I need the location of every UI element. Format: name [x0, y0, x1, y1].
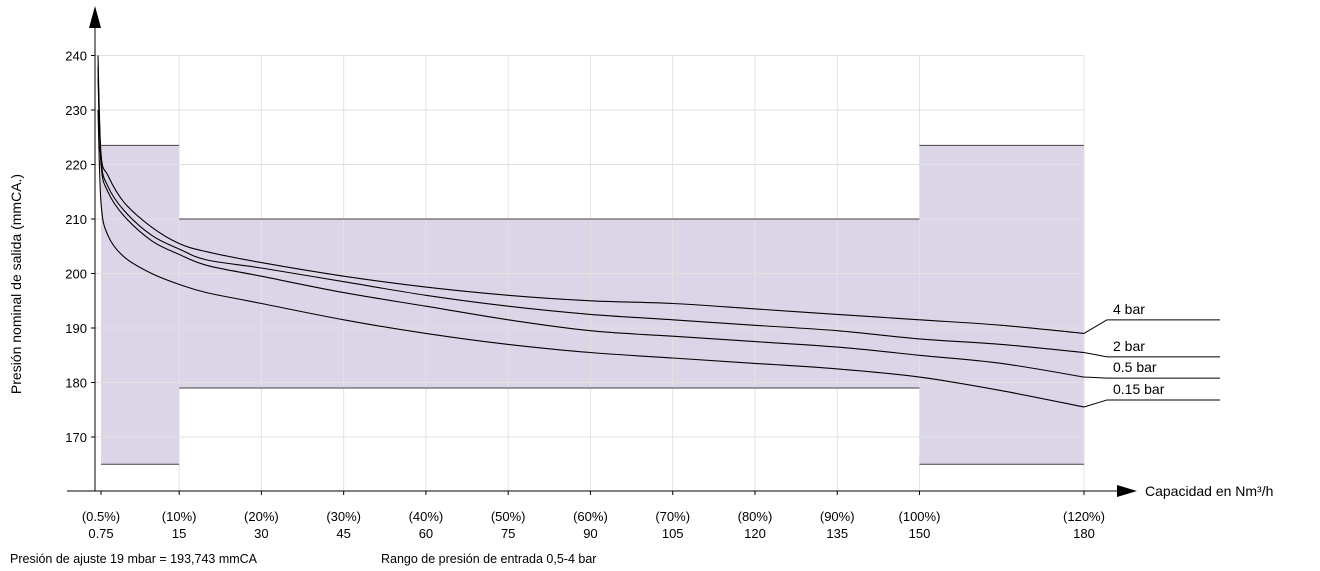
x-tick-percent-15: (10%)	[162, 509, 197, 524]
y-tick-label-200: 200	[65, 267, 87, 282]
series-labels: 4 bar 2 bar 0.5 bar 0.15 bar	[1083, 301, 1220, 408]
series-line-0-15-bar	[97, 109, 1085, 408]
tolerance-bands	[101, 145, 1084, 465]
x-tick-label-75: 75	[501, 526, 515, 541]
axes	[67, 6, 1137, 497]
x-tick-percent-0.75: (0.5%)	[82, 509, 120, 524]
series-label-2-bar: 2 bar	[1113, 338, 1145, 354]
setpoint-note: Presión de ajuste 19 mbar = 193,743 mmCA	[10, 552, 258, 566]
x-axis-label: Capacidad en Nm³/h	[1145, 483, 1273, 499]
y-tick-label-170: 170	[65, 430, 87, 445]
series-leader-0-15-bar	[1083, 399, 1108, 408]
tolerance-band-3	[919, 145, 1084, 465]
series-leader-4-bar	[1083, 319, 1108, 334]
series-leader-0-5-bar	[1083, 376, 1108, 379]
x-tick-label-15: 15	[172, 526, 186, 541]
x-tick-percent-120: (80%)	[738, 509, 773, 524]
series-lines	[97, 55, 1085, 408]
y-tick-label-220: 220	[65, 158, 87, 173]
series-line-0-5-bar	[97, 77, 1085, 378]
series-line-4-bar	[97, 55, 1085, 334]
x-tick-percent-45: (30%)	[326, 509, 361, 524]
x-tick-percent-90: (60%)	[573, 509, 608, 524]
y-tick-labels: 170 180 190 200 210 220 230 240	[65, 49, 95, 445]
x-tick-label-120: 120	[744, 526, 766, 541]
x-tick-percent-60: (40%)	[409, 509, 444, 524]
x-tick-percent-105: (70%)	[655, 509, 690, 524]
x-tick-label-45: 45	[336, 526, 350, 541]
x-axis-arrow	[1117, 485, 1137, 497]
x-tick-label-105: 105	[662, 526, 684, 541]
series-label-0-5-bar: 0.5 bar	[1113, 359, 1157, 375]
tolerance-band-1	[101, 145, 180, 465]
y-tick-label-230: 230	[65, 103, 87, 118]
x-tick-percent-135: (90%)	[820, 509, 855, 524]
y-tick-label-240: 240	[65, 49, 87, 64]
x-tick-percent-150: (100%)	[899, 509, 941, 524]
x-tick-label-0.75: 0.75	[88, 526, 113, 541]
x-tick-percent-75: (50%)	[491, 509, 526, 524]
x-tick-label-30: 30	[254, 526, 268, 541]
tolerance-band-2	[179, 219, 920, 388]
x-tick-label-90: 90	[583, 526, 597, 541]
x-tick-label-180: 180	[1073, 526, 1095, 541]
y-tick-label-210: 210	[65, 212, 87, 227]
series-leader-2-bar	[1083, 352, 1108, 358]
x-tick-percent-30: (20%)	[244, 509, 279, 524]
series-label-4-bar: 4 bar	[1113, 301, 1145, 317]
y-tick-label-180: 180	[65, 376, 87, 391]
y-tick-label-190: 190	[65, 321, 87, 336]
series-label-0-15-bar: 0.15 bar	[1113, 381, 1165, 397]
x-tick-label-60: 60	[419, 526, 433, 541]
x-tick-labels: (0.5%) 0.75 (10%) 15 (20%) 30 (30%) 45 (40%) 60 (5…	[82, 491, 1105, 541]
inlet-range-note: Rango de presión de entrada 0,5-4 bar	[381, 552, 597, 566]
x-tick-label-135: 135	[826, 526, 848, 541]
series-line-2-bar	[97, 66, 1085, 354]
x-tick-label-150: 150	[909, 526, 931, 541]
y-axis-arrow	[89, 6, 101, 28]
tolerance-band-edges	[101, 144, 1084, 465]
y-axis-label: Presión nominal de salida (mmCA.)	[8, 174, 24, 394]
x-tick-percent-180: (120%)	[1063, 509, 1105, 524]
